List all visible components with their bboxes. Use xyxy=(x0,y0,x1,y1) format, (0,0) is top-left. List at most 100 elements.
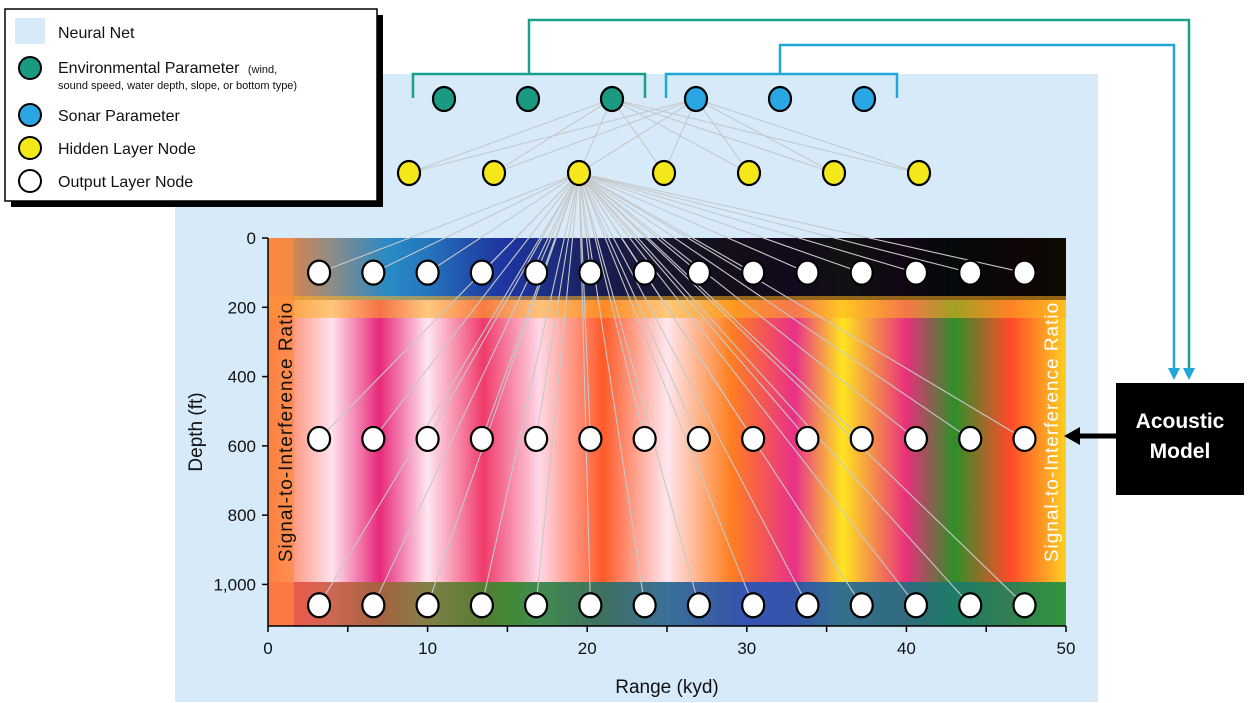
connection-line xyxy=(695,98,920,174)
hidden-node xyxy=(821,159,847,187)
x-tick-label: 20 xyxy=(578,639,597,658)
acoustic-model-line2: Model xyxy=(1150,440,1211,463)
connection-line xyxy=(578,172,863,440)
sir-heatmap xyxy=(268,238,1066,626)
axes: 0 200 400 600 800 1,000 0 10 20 30 40 50 xyxy=(213,229,1075,658)
y-tick-label: 200 xyxy=(228,298,256,317)
output-node xyxy=(632,259,657,286)
output-node xyxy=(741,425,766,453)
connection-line xyxy=(535,172,580,606)
sir-label-right: Signal-to-Interference Ratio xyxy=(1042,302,1063,562)
output-node xyxy=(1012,592,1037,619)
connection-line xyxy=(578,172,646,440)
connection-line xyxy=(578,172,808,606)
output-node xyxy=(1012,425,1037,453)
sonar-node xyxy=(767,85,793,113)
y-tick-label: 0 xyxy=(247,229,256,248)
output-node xyxy=(958,592,983,619)
connection-line xyxy=(535,172,580,273)
hidden-node xyxy=(481,159,507,187)
output-node xyxy=(578,259,603,286)
output-node xyxy=(795,592,820,619)
connection-line xyxy=(427,172,580,440)
y-tick-label: 1,000 xyxy=(213,575,256,594)
connection-line xyxy=(578,172,808,440)
acoustic-model-line1: Acoustic xyxy=(1136,410,1225,433)
connection-line xyxy=(578,172,591,606)
legend-neural-net-swatch xyxy=(15,18,45,44)
output-node xyxy=(415,592,440,619)
y-tick-label: 600 xyxy=(228,437,256,456)
legend-neural-net-label: Neural Net xyxy=(58,25,135,42)
output-node xyxy=(632,425,657,453)
connection-line xyxy=(611,98,920,174)
connection-line xyxy=(611,98,835,174)
output-node xyxy=(306,592,332,619)
connection-line xyxy=(578,172,917,440)
sonar-node xyxy=(683,85,709,113)
y-tick-label: 800 xyxy=(228,506,256,525)
connection-line xyxy=(427,172,580,274)
connection-line xyxy=(481,172,580,440)
x-tick-label: 10 xyxy=(418,639,437,658)
env-node xyxy=(431,85,457,113)
output-node xyxy=(795,425,820,453)
connection-line xyxy=(318,172,580,606)
output-node xyxy=(741,259,766,286)
connection-line xyxy=(372,172,580,440)
connection-line xyxy=(578,172,700,440)
output-node xyxy=(524,425,549,453)
connection-line xyxy=(578,172,971,606)
model-arrow xyxy=(1064,427,1116,445)
output-node xyxy=(958,425,983,453)
env-node xyxy=(599,85,625,113)
legend-sonar-node-icon xyxy=(18,103,42,127)
hidden-node xyxy=(566,159,592,187)
connection-line xyxy=(578,172,1025,274)
connection-line xyxy=(372,172,580,606)
x-tick-label: 30 xyxy=(737,639,756,658)
output-node xyxy=(849,425,874,453)
legend-env-sub2: sound speed, water depth, slope, or bott… xyxy=(58,80,297,92)
acoustic-model-box: Acoustic Model xyxy=(1116,383,1244,495)
connection-line xyxy=(578,172,917,274)
y-tick-label: 400 xyxy=(228,368,256,387)
output-node xyxy=(686,259,712,286)
legend-hidden-node-icon xyxy=(18,136,42,160)
output-node xyxy=(1012,259,1037,286)
output-node xyxy=(469,592,494,619)
connection-line xyxy=(535,172,580,440)
sir-label-left: Signal-to-Interference Ratio xyxy=(276,302,297,562)
connection-line xyxy=(611,98,750,174)
output-node xyxy=(361,425,386,453)
hidden-node xyxy=(396,159,422,187)
connection-line xyxy=(578,98,613,174)
output-node xyxy=(903,259,929,286)
connection-line xyxy=(578,172,591,273)
legend-env-sub: (wind, xyxy=(248,64,277,76)
x-axis-label: Range (kyd) xyxy=(615,677,719,698)
network-nodes xyxy=(306,85,1037,619)
output-node xyxy=(578,592,603,619)
connection-line xyxy=(578,172,1025,606)
connection-line xyxy=(611,98,665,174)
y-axis-label: Depth (ft) xyxy=(186,392,207,471)
connection-line xyxy=(481,172,580,606)
output-node xyxy=(361,592,386,619)
x-tick-label: 50 xyxy=(1057,639,1076,658)
connection-line xyxy=(578,172,971,274)
legend-sonar-label: Sonar Parameter xyxy=(58,108,181,125)
connection-line xyxy=(408,98,613,174)
node-connections xyxy=(318,98,1025,606)
output-node xyxy=(632,592,657,619)
hidden-node xyxy=(651,159,677,187)
connection-line xyxy=(318,172,580,274)
legend-hidden-label: Hidden Layer Node xyxy=(58,141,196,158)
legend-output-label: Output Layer Node xyxy=(58,174,193,191)
connection-line xyxy=(373,172,580,274)
env-bracket xyxy=(411,18,1195,380)
output-node xyxy=(958,259,983,286)
legend: Neural Net Environmental Parameter (wind… xyxy=(4,8,383,207)
connection-line xyxy=(578,172,700,606)
output-node xyxy=(524,592,549,619)
